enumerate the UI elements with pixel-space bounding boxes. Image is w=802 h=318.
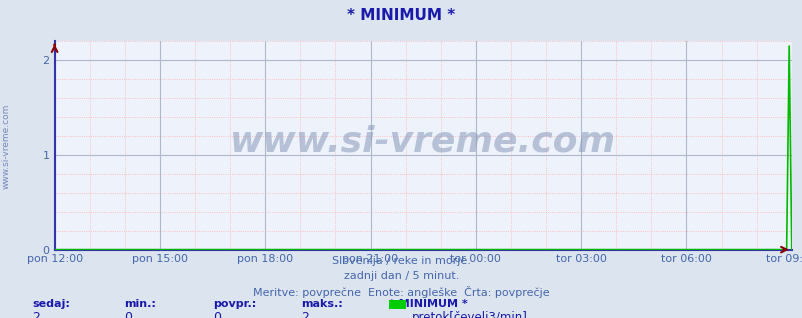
Text: www.si-vreme.com: www.si-vreme.com bbox=[230, 124, 615, 158]
Text: maks.:: maks.: bbox=[301, 299, 342, 309]
Text: sedaj:: sedaj: bbox=[32, 299, 70, 309]
Text: 2: 2 bbox=[301, 311, 309, 318]
Text: Slovenija / reke in morje.: Slovenija / reke in morje. bbox=[332, 256, 470, 266]
Text: povpr.:: povpr.: bbox=[213, 299, 256, 309]
Text: 2: 2 bbox=[32, 311, 40, 318]
Text: 0: 0 bbox=[124, 311, 132, 318]
Text: www.si-vreme.com: www.si-vreme.com bbox=[2, 104, 11, 189]
Text: * MINIMUM *: * MINIMUM * bbox=[347, 8, 455, 23]
Text: Meritve: povprečne  Enote: angleške  Črta: povprečje: Meritve: povprečne Enote: angleške Črta:… bbox=[253, 286, 549, 298]
Text: zadnji dan / 5 minut.: zadnji dan / 5 minut. bbox=[343, 271, 459, 281]
Text: pretok[čevelj3/min]: pretok[čevelj3/min] bbox=[411, 311, 527, 318]
Text: min.:: min.: bbox=[124, 299, 156, 309]
Text: 0: 0 bbox=[213, 311, 221, 318]
Text: * MINIMUM *: * MINIMUM * bbox=[389, 299, 468, 309]
